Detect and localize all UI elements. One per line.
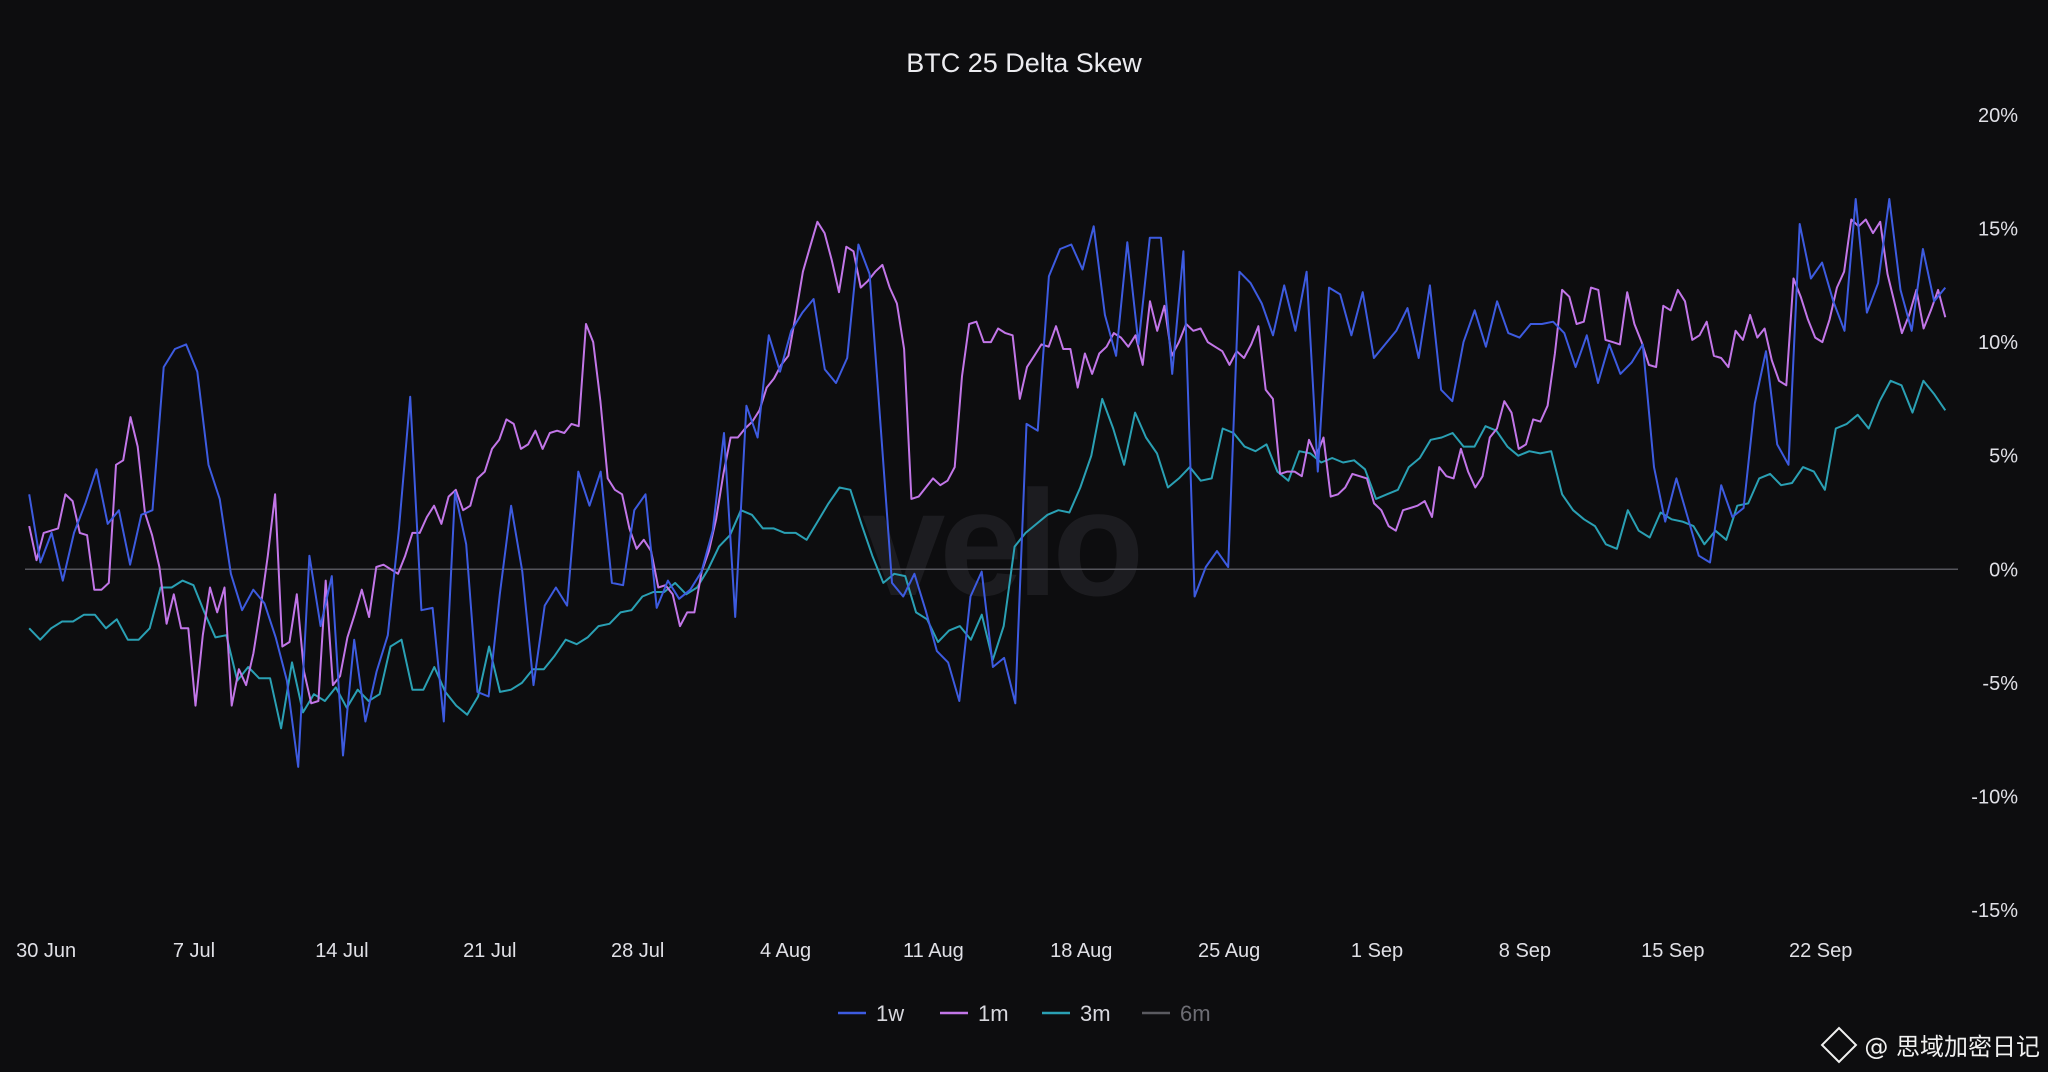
legend-item-6m[interactable]: 6m	[1142, 1001, 1211, 1026]
legend-label: 6m	[1180, 1001, 1211, 1026]
series-line-1w	[28, 198, 1947, 768]
legend-item-3m[interactable]: 3m	[1042, 1001, 1111, 1026]
x-tick-label: 28 Jul	[611, 940, 664, 962]
chart-title: BTC 25 Delta Skew	[906, 48, 1142, 78]
y-tick-label: 10%	[1978, 332, 2018, 354]
x-tick-label: 7 Jul	[173, 940, 215, 962]
legend-item-1m[interactable]: 1m	[940, 1001, 1009, 1026]
x-tick-label: 8 Sep	[1499, 940, 1551, 962]
x-tick-label: 18 Aug	[1050, 940, 1112, 962]
legend-label: 1m	[978, 1001, 1009, 1026]
y-tick-label: 5%	[1989, 446, 2018, 468]
x-tick-label: 15 Sep	[1641, 940, 1704, 962]
y-tick-label: 0%	[1989, 559, 2018, 581]
x-tick-label: 4 Aug	[760, 940, 811, 962]
x-tick-label: 11 Aug	[903, 940, 964, 962]
legend-label: 3m	[1080, 1001, 1111, 1026]
x-tick-label: 30 Jun	[16, 940, 76, 962]
x-axis: 30 Jun 7 Jul 14 Jul 21 Jul 28 Jul 4 Aug 11 Aug…	[16, 940, 1852, 962]
y-tick-label: -10%	[1971, 786, 2018, 808]
legend-item-1w[interactable]: 1w	[838, 1001, 904, 1026]
x-tick-label: 1 Sep	[1351, 940, 1403, 962]
series-layer	[28, 198, 1947, 768]
x-tick-label: 22 Sep	[1789, 940, 1852, 962]
y-axis: 20% 15% 10% 5% 0% -5% -10% -15%	[1971, 105, 2018, 922]
y-tick-label: 20%	[1978, 105, 2018, 127]
credit-text: @ 思域加密日记	[1864, 1033, 2040, 1061]
x-tick-label: 14 Jul	[315, 940, 368, 962]
binance-logo-icon	[1820, 1026, 1858, 1063]
y-tick-label: -5%	[1982, 673, 2018, 695]
series-line-1m	[28, 218, 1947, 707]
x-tick-label: 25 Aug	[1198, 940, 1260, 962]
y-tick-label: 15%	[1978, 219, 2018, 241]
y-tick-label: -15%	[1971, 900, 2018, 922]
credit: @ 思域加密日记	[1820, 1026, 2040, 1063]
watermark: velo	[862, 459, 1139, 627]
legend-label: 1w	[876, 1001, 904, 1026]
legend[interactable]: 1w 1m 3m 6m	[838, 1001, 1211, 1026]
x-tick-label: 21 Jul	[463, 940, 516, 962]
